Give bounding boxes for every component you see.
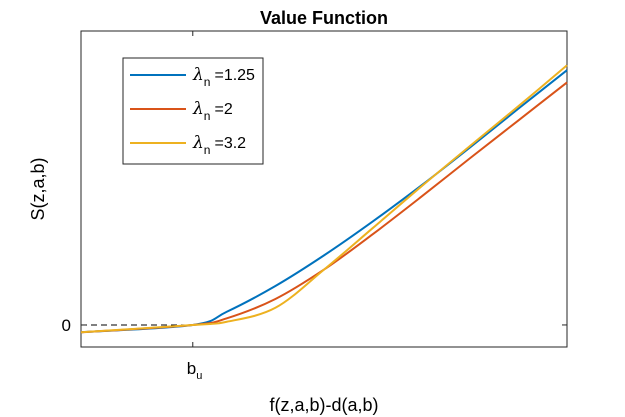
series-line-3 (80, 64, 568, 334)
y-tick-label-1: 0 (62, 316, 71, 335)
legend: λn =1.25 λn =2 λn =3.2 (122, 57, 264, 165)
series-layer (80, 64, 568, 334)
legend-label-3: λn =3.2 (192, 133, 246, 157)
chart-title: Value Function (260, 8, 388, 28)
legend-items: λn =1.25 λn =2 λn =3.2 (130, 65, 255, 157)
x-axis-label: f(z,a,b)-d(a,b) (269, 395, 378, 415)
y-axis-label: S(z,a,b) (28, 157, 48, 220)
legend-label-1: λn =1.25 (192, 65, 255, 89)
legend-label-2: λn =2 (192, 99, 233, 123)
x-tick-label-1: bu (187, 359, 203, 382)
